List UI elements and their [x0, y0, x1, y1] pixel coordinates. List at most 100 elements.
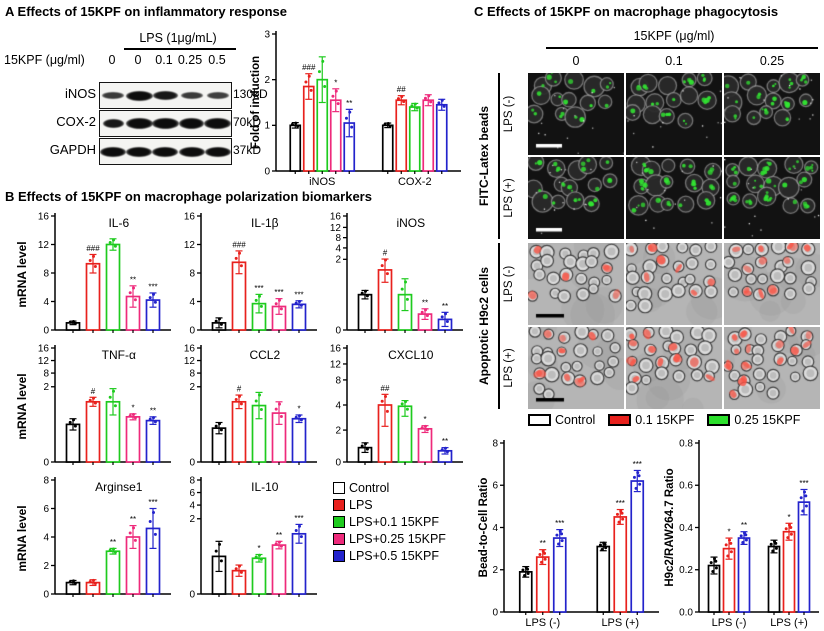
micrograph-apop-lpsminus-025: [724, 243, 820, 325]
svg-text:IL-1β: IL-1β: [251, 216, 279, 230]
legendC-swatch-kpf01: [608, 414, 632, 426]
svg-text:8: 8: [335, 233, 341, 244]
blot-band: [152, 146, 179, 157]
blot-dose-label: 15KPF (μg/ml): [4, 53, 85, 67]
svg-text:16: 16: [38, 343, 49, 354]
svg-text:0: 0: [189, 457, 195, 468]
panelC-legend: Control 0.1 15KPF 0.25 15KPF: [528, 413, 800, 427]
svg-text:2: 2: [43, 382, 49, 393]
legendC-item-control: Control: [528, 413, 595, 427]
legend-swatch-kpf05: [333, 550, 345, 562]
svg-text:12: 12: [38, 240, 49, 251]
svg-text:**: **: [130, 515, 136, 524]
panelC-col-01: 0.1: [665, 54, 683, 68]
svg-text:LPS (-): LPS (-): [712, 617, 747, 629]
svg-text:16: 16: [184, 343, 195, 354]
legendC-item-kpf01: 0.1 15KPF: [608, 413, 694, 427]
svg-text:0: 0: [43, 589, 49, 600]
block-line-apoptotic: [498, 243, 501, 409]
chart-cxcl10: 0 2 4 8 12 16 CXCL10 ## * **: [330, 340, 466, 470]
svg-text:iNOS: iNOS: [309, 176, 335, 188]
chart-arginse1: 0 2 4 6 8 Arginse1 ** ** ***: [38, 472, 174, 602]
blot-band: [102, 92, 124, 99]
svg-text:**: **: [276, 531, 282, 540]
svg-text:LPS (+): LPS (+): [770, 617, 808, 629]
legend-label-kpf01: LPS+0.1 15KPF: [349, 515, 439, 529]
blot-dose-1: 0: [134, 53, 142, 67]
svg-text:###: ###: [86, 244, 100, 253]
blot-band: [206, 92, 229, 99]
blot-dose-0: 0: [108, 53, 116, 67]
svg-text:*: *: [787, 513, 790, 522]
svg-text:0: 0: [264, 166, 270, 177]
svg-text:Bead-to-Cell Ratio: Bead-to-Cell Ratio: [478, 478, 490, 578]
block-label-fitc: FITC-Latex beads: [477, 105, 491, 207]
svg-text:16: 16: [330, 211, 341, 222]
legendC-label-kpf01: 0.1 15KPF: [635, 413, 695, 427]
block-label-apoptotic: Apoptotic H9c2 cells: [477, 266, 491, 386]
svg-text:Fold of induction: Fold of induction: [250, 56, 262, 149]
legend-swatch-lps: [333, 499, 345, 511]
legend-item-kpf05: LPS+0.5 15KPF: [333, 549, 446, 563]
legend-item-control: Control: [333, 481, 446, 495]
blot-lps-header: LPS (1μg/mL): [139, 31, 217, 45]
blot-band: [204, 118, 232, 129]
svg-text:16: 16: [184, 211, 195, 222]
svg-text:4: 4: [189, 500, 195, 511]
blot-band: [180, 92, 203, 99]
svg-text:CCL2: CCL2: [249, 348, 280, 362]
svg-text:COX-2: COX-2: [398, 176, 432, 188]
svg-text:H9c2/RAW264.7 Ratio: H9c2/RAW264.7 Ratio: [664, 468, 676, 586]
apop-lps-plus-label: LPS (+): [503, 348, 515, 388]
chart-bead-to-cell: 0 2 4 6 8 Bead-to-Cell Ratio ** *** LPS (-) *** **…: [476, 435, 662, 629]
svg-text:#: #: [383, 249, 388, 258]
block-line-fitc: [498, 73, 501, 239]
svg-text:**: **: [442, 302, 448, 311]
svg-text:0.6: 0.6: [679, 481, 693, 492]
svg-text:16: 16: [330, 343, 341, 354]
ylabel-mrna-row3: mRNA level: [15, 505, 29, 572]
blot-marker-70kd: 70kD: [233, 115, 262, 129]
svg-text:8: 8: [189, 368, 195, 379]
blot-band: [100, 146, 126, 157]
panelC-col-0: 0: [572, 54, 580, 68]
legend-item-kpf025: LPS+0.25 15KPF: [333, 532, 446, 546]
panelB-legend: Control LPS LPS+0.1 15KPF LPS+0.25 15KPF…: [333, 481, 446, 563]
svg-text:**: **: [422, 298, 428, 307]
micrograph-fitc-lpsminus-01: [626, 73, 722, 155]
svg-text:*: *: [297, 404, 300, 413]
svg-text:##: ##: [381, 384, 390, 393]
micrograph-apop-lpsminus-01: [626, 243, 722, 325]
svg-text:CXCL10: CXCL10: [388, 348, 434, 362]
svg-text:##: ##: [397, 85, 406, 94]
svg-text:***: ***: [633, 460, 642, 469]
svg-text:***: ***: [294, 514, 303, 523]
svg-text:0: 0: [335, 325, 341, 336]
blot-band: [179, 118, 205, 129]
blot-band: [204, 146, 231, 157]
svg-text:6: 6: [43, 504, 49, 515]
svg-text:2: 2: [43, 561, 49, 572]
svg-text:4: 4: [189, 297, 195, 308]
svg-text:1: 1: [264, 121, 270, 132]
svg-text:2: 2: [189, 382, 195, 393]
svg-text:*: *: [334, 78, 337, 87]
micrograph-apop-lpsplus-025: [724, 327, 820, 409]
svg-text:2: 2: [335, 255, 341, 266]
svg-text:16: 16: [38, 211, 49, 222]
blot-protein-gapdh: GAPDH: [49, 142, 96, 157]
svg-text:4: 4: [43, 532, 49, 543]
blot-band: [152, 91, 178, 100]
svg-text:0: 0: [189, 589, 195, 600]
svg-text:TNF-α: TNF-α: [102, 348, 136, 362]
svg-text:###: ###: [302, 63, 316, 72]
svg-text:6: 6: [189, 488, 195, 499]
svg-text:8: 8: [189, 475, 195, 486]
panelB-title: B Effects of 15KPF on macrophage polariz…: [5, 189, 372, 204]
svg-text:Arginse1: Arginse1: [95, 480, 143, 494]
micrograph-fitc-lpsplus-0: [528, 157, 624, 239]
panelA-bar-chart: 0 1 2 3 Fold of induction ### * ** iNOS ## COX-2: [248, 26, 464, 188]
blot-strip-inos: [99, 82, 232, 109]
chart-il6: 0 4 8 12 16 IL-6 ### ** ***: [38, 208, 174, 338]
svg-text:12: 12: [330, 223, 341, 234]
